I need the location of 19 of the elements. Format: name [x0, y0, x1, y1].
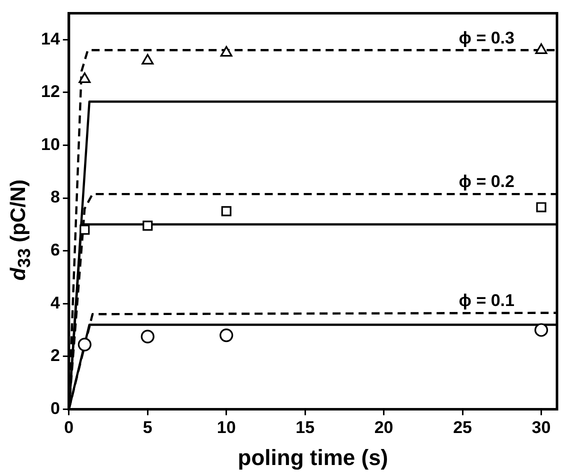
x-tick-label: 5	[142, 418, 152, 438]
y-tick-label: 8	[50, 188, 60, 207]
y-tick-label: 10	[40, 134, 60, 154]
y-tick-label: 12	[40, 82, 60, 102]
x-tick-label: 15	[296, 418, 315, 438]
x-tick-label: 20	[374, 418, 394, 438]
y-tick-label: 6	[50, 240, 60, 260]
x-tick-label: 0	[64, 418, 74, 438]
x-tick-label: 25	[453, 418, 472, 438]
y-tick-label: 2	[50, 346, 60, 366]
x-tick-label: 10	[216, 418, 236, 438]
series-label: ϕ = 0.3	[458, 28, 514, 48]
series-label: ϕ = 0.1	[458, 291, 514, 310]
series-label: ϕ = 0.2	[458, 172, 514, 192]
x-tick-label: 30	[532, 418, 551, 438]
x-axis-title: poling time (s)	[238, 444, 388, 470]
y-tick-label: 14	[40, 29, 60, 48]
y-tick-label: 0	[50, 398, 60, 418]
y-tick-label: 4	[50, 293, 60, 312]
